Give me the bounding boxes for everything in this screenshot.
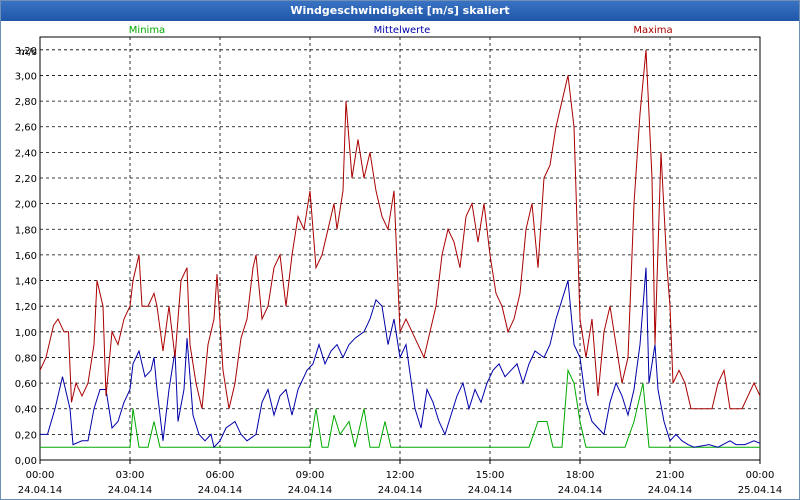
y-tick-label: 0,80 — [15, 353, 37, 364]
y-tick-label: 1,60 — [15, 251, 37, 262]
y-tick-label: 1,20 — [15, 302, 37, 313]
x-tick-date: 24.04.14 — [648, 485, 693, 496]
x-tick-time: 00:00 — [26, 470, 55, 481]
x-tick-date: 24.04.14 — [378, 485, 423, 496]
wind-speed-chart: 0,00 0,20 0,40 0,60 0,80 1,00 1,20 1,40 1,60 1,80… — [15, 25, 783, 496]
legend-entry-maxima: Maxima — [633, 25, 672, 36]
y-tick-label: 2,00 — [15, 200, 37, 211]
y-tick-label: 1,00 — [15, 328, 37, 339]
series-line-minima — [40, 368, 760, 448]
y-axis-label: m/s — [19, 47, 37, 58]
y-tick-label: 1,40 — [15, 277, 37, 288]
x-tick-date: 24.04.14 — [18, 485, 63, 496]
x-tick-time: 12:00 — [386, 470, 415, 481]
y-tick-label: 2,20 — [15, 174, 37, 185]
y-tick-label: 2,40 — [15, 148, 37, 159]
x-tick-time: 15:00 — [476, 470, 505, 481]
x-tick-time: 21:00 — [656, 470, 685, 481]
y-tick-label: 0,40 — [15, 405, 37, 416]
x-tick-time: 03:00 — [116, 470, 145, 481]
x-tick-date: 24.04.14 — [198, 485, 243, 496]
x-tick-time: 09:00 — [296, 470, 325, 481]
y-tick-label: 2,80 — [15, 97, 37, 108]
x-tick-date: 25.04.14 — [738, 485, 783, 496]
x-tick-date: 24.04.14 — [288, 485, 333, 496]
x-tick-date: 24.04.14 — [108, 485, 153, 496]
y-tick-label: 0,60 — [15, 379, 37, 390]
x-tick-date: 24.04.14 — [558, 485, 603, 496]
y-tick-label: 1,80 — [15, 225, 37, 236]
x-tick-time: 00:00 — [746, 470, 775, 481]
series-line-mittelwerte — [40, 267, 761, 449]
y-tick-label: 2,60 — [15, 123, 37, 134]
x-tick-date: 24.04.14 — [468, 485, 513, 496]
legend-entry-mittelwerte: Mittelwerte — [374, 25, 431, 36]
y-tick-label: 3,20 — [15, 46, 37, 57]
series-line-maxima — [39, 49, 761, 410]
x-tick-time: 06:00 — [206, 470, 235, 481]
x-tick-time: 18:00 — [566, 470, 595, 481]
y-tick-label: 0,00 — [15, 456, 37, 467]
legend-entry-minima: Minima — [129, 25, 165, 36]
y-tick-label: 0,20 — [15, 430, 37, 441]
window-title: Windgeschwindigkeit [m/s] skaliert — [1, 1, 799, 21]
y-tick-label: 3,00 — [15, 71, 37, 82]
